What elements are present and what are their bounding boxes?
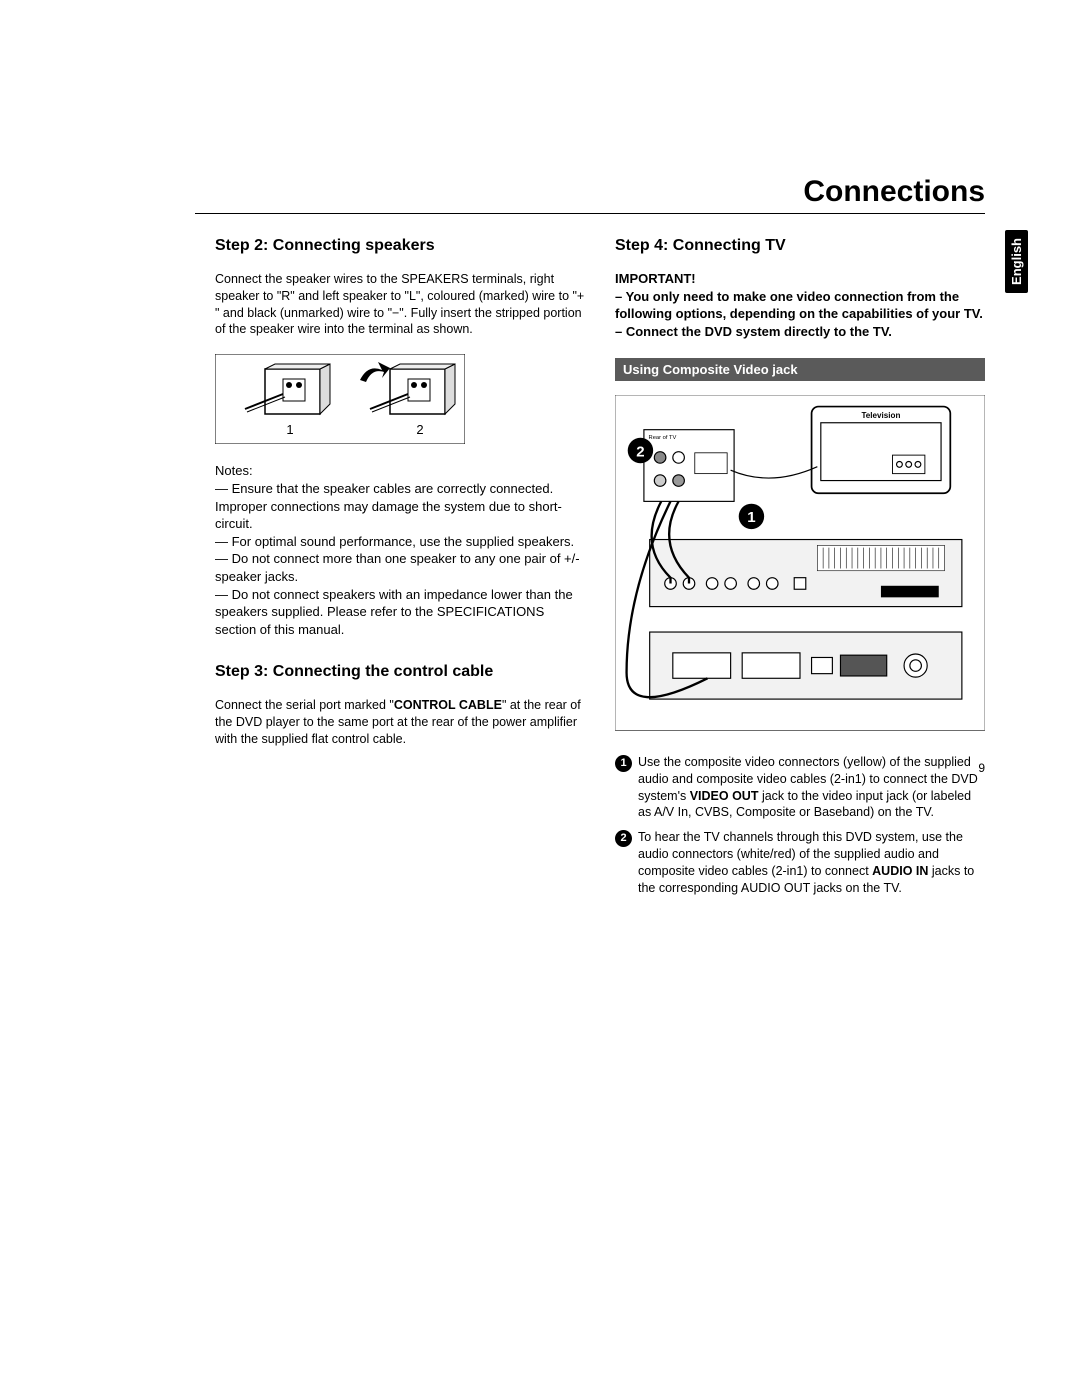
svg-text:Television: Television [861, 412, 900, 421]
step4-heading: Step 4: Connecting TV [615, 236, 985, 257]
manual-page: Connections English Step 2: Connecting s… [0, 0, 1080, 945]
number-badge: 1 [615, 755, 632, 772]
left-column: Step 2: Connecting speakers Connect the … [215, 236, 585, 905]
numbered-item-1: 1 Use the composite video connectors (ye… [615, 754, 985, 822]
svg-text:2: 2 [636, 444, 644, 461]
text-segment: Connect the serial port marked " [215, 698, 394, 712]
number-badge: 2 [615, 830, 632, 847]
note-item: — Do not connect more than one speaker t… [215, 550, 585, 585]
step2-heading: Step 2: Connecting speakers [215, 236, 585, 257]
bold-text: CONTROL CABLE [394, 698, 502, 712]
bold-text: VIDEO OUT [690, 789, 759, 803]
notes-label: Notes: [215, 463, 585, 478]
important-item: – You only need to make one video connec… [615, 288, 985, 323]
svg-text:Rear of TV: Rear of TV [649, 435, 677, 441]
content-columns: Step 2: Connecting speakers Connect the … [215, 236, 985, 905]
step3-body: Connect the serial port marked "CONTROL … [215, 697, 585, 748]
speaker-diagram: 1 2 [215, 354, 465, 444]
page-title: Connections [195, 175, 985, 214]
step2-body: Connect the speaker wires to the SPEAKER… [215, 271, 585, 339]
numbered-item-2: 2 To hear the TV channels through this D… [615, 829, 985, 897]
language-tab: English [1005, 230, 1028, 293]
svg-text:2: 2 [416, 422, 423, 437]
notes-list: — Ensure that the speaker cables are cor… [215, 480, 585, 638]
note-item: — Ensure that the speaker cables are cor… [215, 480, 585, 533]
step3-heading: Step 3: Connecting the control cable [215, 662, 585, 683]
svg-text:1: 1 [747, 510, 755, 527]
important-list: – You only need to make one video connec… [615, 288, 985, 341]
numbered-text: To hear the TV channels through this DVD… [638, 829, 985, 897]
note-item: — Do not connect speakers with an impeda… [215, 586, 585, 639]
page-number: 9 [978, 761, 985, 775]
important-label: IMPORTANT! [615, 271, 985, 286]
tv-connection-diagram: Television Rear of TV [615, 395, 985, 730]
right-column: Step 4: Connecting TV IMPORTANT! – You o… [615, 236, 985, 905]
svg-text:1: 1 [286, 422, 293, 437]
bold-text: AUDIO IN [872, 864, 928, 878]
note-item: — For optimal sound performance, use the… [215, 533, 585, 551]
numbered-text: Use the composite video connectors (yell… [638, 754, 985, 822]
composite-subhead: Using Composite Video jack [615, 358, 985, 381]
important-item: – Connect the DVD system directly to the… [615, 323, 985, 341]
